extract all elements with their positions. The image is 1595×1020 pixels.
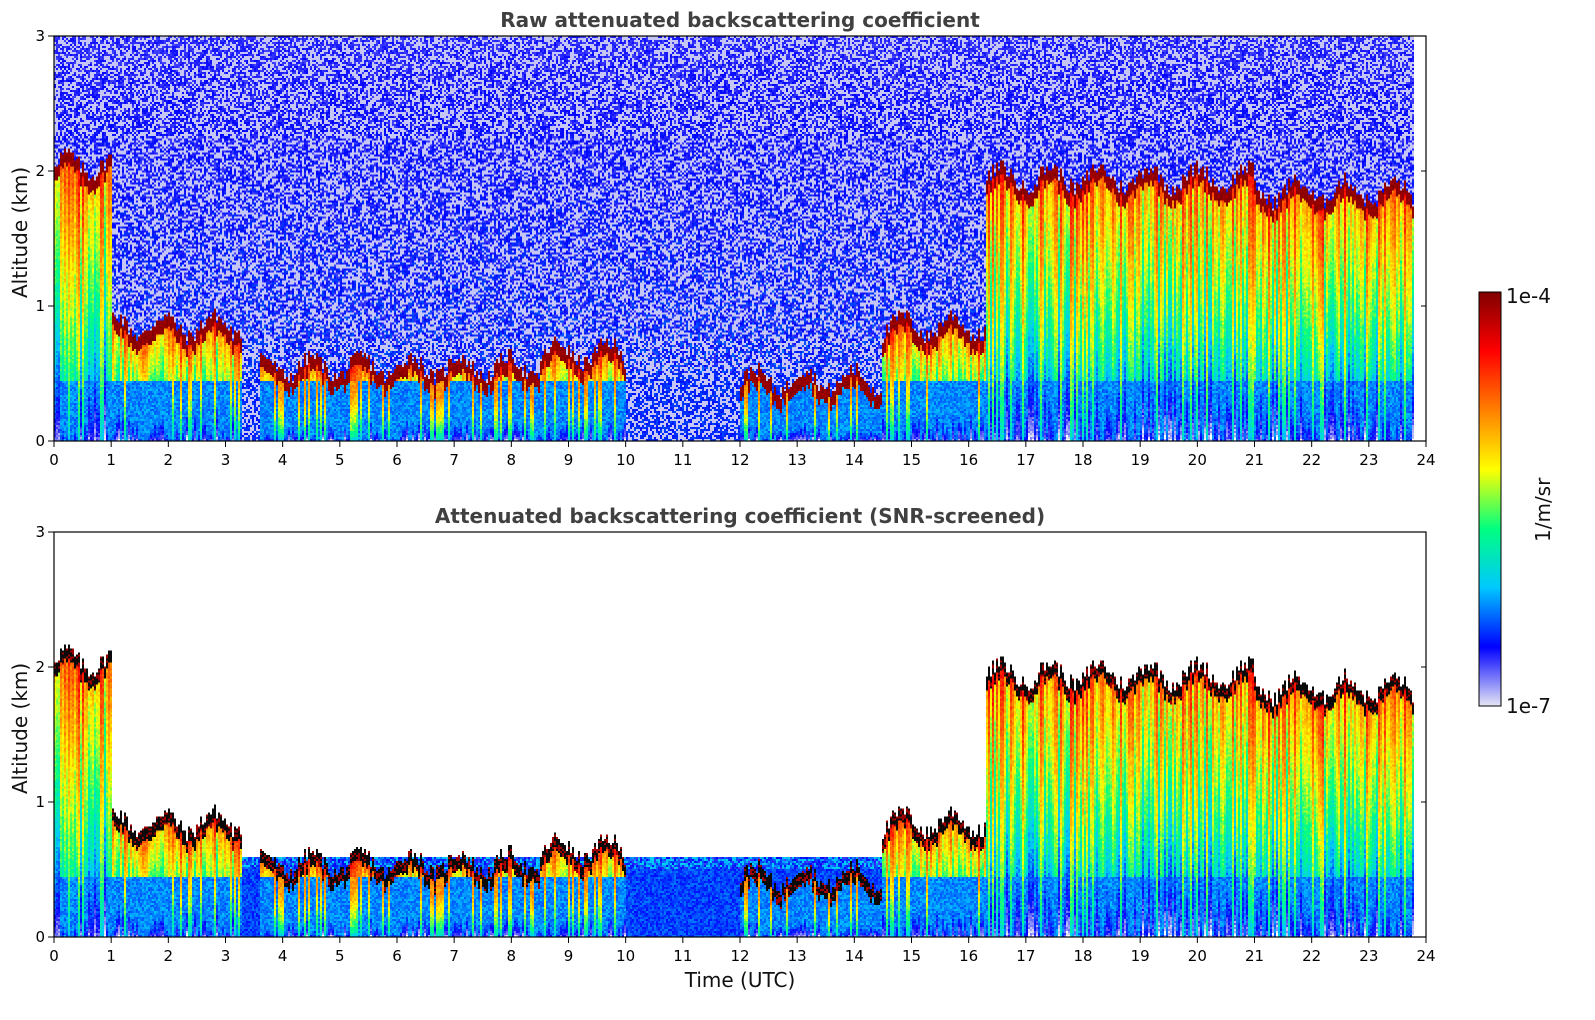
panel1-xtick-label: 5	[335, 451, 345, 469]
panel1-xtick-label: 22	[1302, 451, 1321, 469]
panel1-title: Raw attenuated backscattering coefficien…	[500, 8, 980, 32]
panel2-xtick-label: 6	[392, 947, 402, 965]
panel2-frame	[53, 531, 1427, 938]
panel2-xtick-label: 11	[673, 947, 692, 965]
xaxis-label: Time (UTC)	[684, 968, 796, 992]
panel1-xtick-label: 21	[1245, 451, 1264, 469]
panel1-xtick-label: 8	[507, 451, 517, 469]
panel1-xtick-label: 12	[730, 451, 749, 469]
panel2-xtick-label: 1	[106, 947, 116, 965]
panel2-heatmap	[54, 532, 1426, 937]
panel2-ytick-label: 1	[35, 793, 45, 811]
panel2-xtick-label: 7	[449, 947, 459, 965]
panel1-ytick-label: 2	[35, 162, 45, 180]
panel1-xtick-label: 18	[1073, 451, 1092, 469]
panel1-xtick-label: 20	[1188, 451, 1207, 469]
panel1-xtick-label: 23	[1359, 451, 1378, 469]
panel2-xtick-label: 15	[902, 947, 921, 965]
panel2-xtick-label: 24	[1416, 947, 1435, 965]
panel1-xtick-label: 17	[1016, 451, 1035, 469]
colorbar-unit-label: 1/m/sr	[1531, 477, 1555, 542]
panel2-xtick-label: 16	[959, 947, 978, 965]
panel2-xtick-label: 20	[1188, 947, 1207, 965]
panel2-xtick-label: 23	[1359, 947, 1378, 965]
panel1-xtick-label: 16	[959, 451, 978, 469]
panel2-xtick-label: 17	[1016, 947, 1035, 965]
panel2-ytick-label: 0	[35, 928, 45, 946]
colorbar	[1478, 291, 1502, 707]
panel1-xtick-label: 3	[221, 451, 231, 469]
panel1-frame	[53, 35, 1427, 442]
panel2-xtick-label: 3	[221, 947, 231, 965]
panel2-xtick-label: 4	[278, 947, 288, 965]
panel1-xtick-label: 13	[788, 451, 807, 469]
panel1-xtick-label: 4	[278, 451, 288, 469]
panel2-ytick-label: 2	[35, 658, 45, 676]
panel1-xtick-label: 15	[902, 451, 921, 469]
panel1-xtick-label: 0	[49, 451, 59, 469]
panel2-xtick-label: 0	[49, 947, 59, 965]
panel1-xtick-label: 10	[616, 451, 635, 469]
panel2-xtick-label: 14	[845, 947, 864, 965]
panel2-xtick-label: 21	[1245, 947, 1264, 965]
panel1-xtick-label: 9	[564, 451, 574, 469]
panel2-xtick-label: 19	[1131, 947, 1150, 965]
colorbar-min-label: 1e-7	[1506, 694, 1551, 718]
panel2-title: Attenuated backscattering coefficient (S…	[434, 504, 1046, 528]
panel2-xtick-label: 18	[1073, 947, 1092, 965]
panel1-xtick-label: 24	[1416, 451, 1435, 469]
panel1-xtick-label: 19	[1131, 451, 1150, 469]
panel1-ytick-label: 1	[35, 297, 45, 315]
panel1-xtick-label: 14	[845, 451, 864, 469]
panel1-xtick-label: 6	[392, 451, 402, 469]
panel1-xtick-label: 1	[106, 451, 116, 469]
panel2-xtick-label: 2	[164, 947, 174, 965]
panel1-xtick-label: 7	[449, 451, 459, 469]
panel1-ytick-label: 0	[35, 432, 45, 450]
panel1-xtick-label: 11	[673, 451, 692, 469]
panel2-ytick-label: 3	[35, 523, 45, 541]
panel2-xtick-label: 10	[616, 947, 635, 965]
panel1-heatmap	[54, 36, 1426, 441]
panel1-xtick-label: 2	[164, 451, 174, 469]
panel2-xtick-label: 9	[564, 947, 574, 965]
panel1-ytick-label: 3	[35, 27, 45, 45]
panel2-xtick-label: 12	[730, 947, 749, 965]
colorbar-max-label: 1e-4	[1506, 284, 1551, 308]
panel2-xtick-label: 13	[788, 947, 807, 965]
panel2-xtick-label: 5	[335, 947, 345, 965]
panel2-xtick-label: 8	[507, 947, 517, 965]
panel2-xtick-label: 22	[1302, 947, 1321, 965]
colorbar-gradient	[1478, 291, 1502, 707]
